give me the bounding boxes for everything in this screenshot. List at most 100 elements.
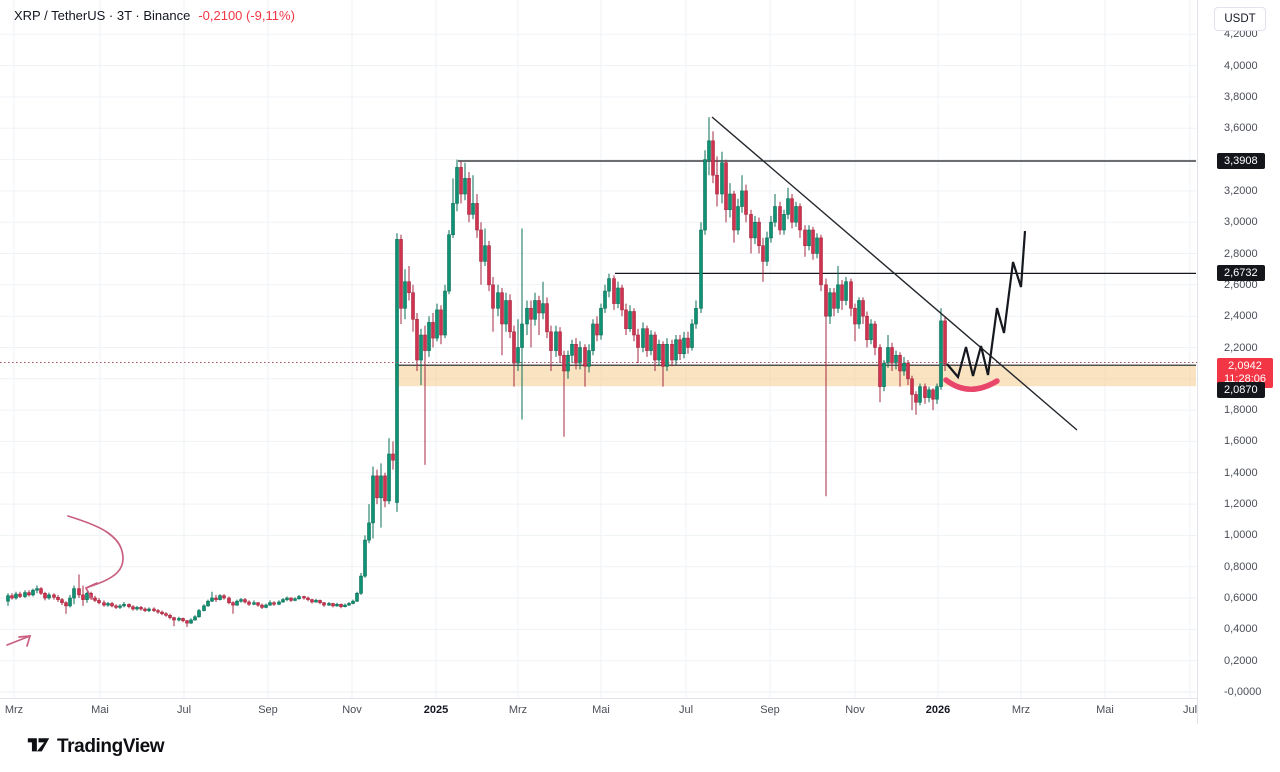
candle-body <box>60 599 64 603</box>
candle-body <box>189 619 193 624</box>
candle-body <box>93 597 97 601</box>
candle-body <box>399 239 403 309</box>
candle-body <box>491 284 495 309</box>
candle-body <box>411 292 415 320</box>
candle-body <box>512 331 516 364</box>
symbol-title[interactable]: XRP / TetherUS · 3T · Binance <box>14 8 191 23</box>
sketch-curve-arrow <box>67 515 124 589</box>
candle-body <box>415 318 419 361</box>
candle-body <box>578 347 582 364</box>
zone-price-label: 2,0870 <box>1217 382 1265 398</box>
candle-body <box>451 203 455 235</box>
candle-body <box>935 386 939 400</box>
candle-body <box>268 602 272 606</box>
candle-body <box>35 588 39 591</box>
candle-body <box>435 309 439 339</box>
candle-body <box>649 334 653 351</box>
candle-body <box>562 354 566 372</box>
candle-body <box>587 350 591 367</box>
candle-body <box>636 334 640 348</box>
candle-body <box>761 245 765 262</box>
trendline-group <box>711 116 1078 431</box>
chart-canvas[interactable] <box>0 0 1197 698</box>
candle-body <box>549 331 553 351</box>
resistance-levels <box>458 160 1196 274</box>
candle-body <box>443 290 447 336</box>
candle-body <box>665 343 669 367</box>
candle-body <box>886 347 890 364</box>
candle-body <box>736 206 740 231</box>
candle-body <box>131 606 135 610</box>
time-axis[interactable]: Mrz Mai Jul Sep Nov 2025 Mrz Mai Jul Sep Nov 2026 Mr… <box>0 698 1197 725</box>
candle-body <box>122 603 126 607</box>
candle-body <box>853 307 857 325</box>
candle-body <box>844 281 848 301</box>
candle-body <box>832 292 836 309</box>
candle-body <box>47 594 51 599</box>
candle-body <box>819 237 823 286</box>
candle-body <box>682 337 686 355</box>
candle-body <box>769 221 773 239</box>
candle-body <box>177 618 181 621</box>
candle-body <box>574 343 578 364</box>
time-tick-month: Jul <box>176 704 192 716</box>
candle-body <box>243 599 247 603</box>
candles <box>6 117 947 627</box>
candle-body <box>732 193 736 231</box>
candle-body <box>744 190 748 215</box>
candle-body <box>765 237 769 262</box>
candle-body <box>222 595 226 599</box>
candle-body <box>56 596 60 600</box>
candle-body <box>147 608 151 611</box>
chart-area[interactable]: XRP / TetherUS · 3T · Binance -0,2100 (-… <box>0 0 1197 698</box>
price-tick-label: 2,2000 <box>1224 341 1258 354</box>
time-tick-month: Jul <box>1182 704 1198 716</box>
currency-toggle-button[interactable]: USDT <box>1214 7 1266 31</box>
candle-body <box>753 221 757 239</box>
candle-body <box>31 589 35 596</box>
candle-body <box>554 331 558 351</box>
candle-body <box>902 362 906 372</box>
zigzag-group <box>946 230 1027 380</box>
candle-body <box>728 193 732 210</box>
candle-body <box>247 601 251 605</box>
candle-body <box>894 354 898 364</box>
candle-body <box>403 281 407 309</box>
candle-body <box>878 347 882 387</box>
candle-body <box>824 284 828 317</box>
symbol-legend[interactable]: XRP / TetherUS · 3T · Binance -0,2100 (-… <box>14 8 295 23</box>
candle-body <box>749 214 753 239</box>
arc-group <box>943 377 1000 392</box>
candle-body <box>172 617 176 621</box>
tradingview-logo-text: TradingView <box>57 735 165 757</box>
candle-body <box>678 339 682 355</box>
candle-body <box>533 300 537 320</box>
time-tick-month: Jul <box>678 704 694 716</box>
candle-body <box>423 334 427 351</box>
candle-body <box>127 603 131 607</box>
candle-body <box>135 607 139 610</box>
candle-body <box>6 595 10 602</box>
candle-body <box>624 309 628 329</box>
candle-body <box>285 597 289 600</box>
candle-body <box>322 602 326 606</box>
tradingview-logo[interactable]: TradingView <box>27 735 165 758</box>
footer-bar: TradingView <box>0 724 1280 772</box>
price-tick-label: 2,6000 <box>1224 278 1258 291</box>
candle-body <box>475 203 479 231</box>
candle-body <box>64 602 68 607</box>
price-axis[interactable]: 4,2000 4,0000 3,8000 3,6000 3,2000 3,0000 2,80… <box>1197 0 1280 724</box>
price-tick-label: 1,0000 <box>1224 529 1258 542</box>
candle-body <box>252 602 256 605</box>
candle-body <box>395 239 399 503</box>
candle-body <box>419 334 423 361</box>
candle-body <box>857 300 861 325</box>
candle-body <box>102 602 106 606</box>
candle-body <box>152 608 156 611</box>
candle-body <box>612 278 616 304</box>
candle-body <box>849 281 853 309</box>
candle-body <box>591 323 595 351</box>
candle-body <box>504 300 508 325</box>
candle-body <box>185 620 189 624</box>
candle-body <box>778 206 782 231</box>
